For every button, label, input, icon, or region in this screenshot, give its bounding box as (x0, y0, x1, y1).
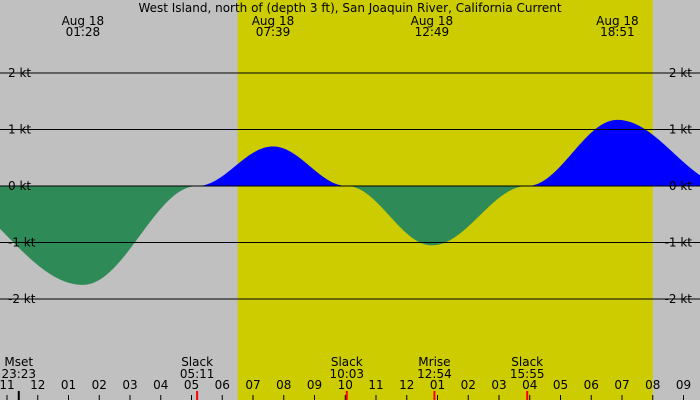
x-tick-label: 04 (522, 378, 537, 392)
x-tick-label: 07 (245, 378, 260, 392)
current-curve (0, 119, 700, 285)
event-name-label: Slack (511, 355, 543, 369)
x-tick-label: 05 (553, 378, 568, 392)
extreme-time-label: 18:51 (600, 25, 635, 39)
y-tick-label: 1 kt (8, 123, 31, 137)
x-tick-label: 01 (61, 378, 76, 392)
flood-area (0, 119, 700, 186)
x-tick-label: 01 (430, 378, 445, 392)
event-time-label: 10:03 (329, 367, 364, 381)
x-axis-ticks: 11 12 01 02 03 04 05 06 07 08 09 10 11 12 01 02 03 04 05 06… (0, 378, 691, 400)
x-tick-label: 12 (30, 378, 45, 392)
x-tick-label: 09 (676, 378, 691, 392)
y-tick-label: 0 kt (8, 179, 31, 193)
extreme-date-label: Aug 18 (411, 14, 454, 28)
event-time-label: 05:11 (180, 367, 215, 381)
x-tick-label: 10 (338, 378, 353, 392)
y-tick-label: -1 kt (665, 236, 693, 250)
x-tick-label: 08 (645, 378, 660, 392)
x-tick-label: 06 (215, 378, 230, 392)
extreme-time-label: 12:49 (415, 25, 450, 39)
extreme-date-label: Aug 18 (252, 14, 295, 28)
x-tick-label: 02 (92, 378, 107, 392)
x-tick-label: 07 (614, 378, 629, 392)
chart-title: West Island, north of (depth 3 ft), San … (138, 1, 561, 15)
x-tick-label: 05 (184, 378, 199, 392)
event-name-label: Mrise (418, 355, 450, 369)
extreme-time-label: 07:39 (256, 25, 291, 39)
extreme-date-label: Aug 18 (62, 14, 105, 28)
y-tick-label: 2 kt (8, 66, 31, 80)
x-tick-label: 11 (368, 378, 383, 392)
x-tick-label: 06 (584, 378, 599, 392)
event-name-label: Mset (4, 355, 33, 369)
event-time-label: 15:55 (510, 367, 545, 381)
x-tick-label: 03 (122, 378, 137, 392)
x-tick-label: 04 (153, 378, 168, 392)
event-name-label: Slack (331, 355, 363, 369)
x-tick-label: 02 (461, 378, 476, 392)
y-tick-label: 2 kt (669, 66, 692, 80)
x-tick-label: 12 (399, 378, 414, 392)
y-tick-label: 0 kt (669, 179, 692, 193)
y-tick-label: -2 kt (665, 292, 693, 306)
x-tick-label: 09 (307, 378, 322, 392)
y-axis-labels: 2 kt 2 kt 1 kt 1 kt 0 kt 0 kt -1 kt -1 kt -2 kt -… (8, 66, 692, 306)
x-tick-label: 03 (491, 378, 506, 392)
event-labels: Mset23:23Slack05:11Slack10:03Mrise12:54S… (1, 355, 544, 400)
y-tick-label: -2 kt (8, 292, 36, 306)
event-time-label: 23:23 (1, 367, 36, 381)
grid-lines (0, 72, 700, 300)
y-tick-label: 1 kt (669, 123, 692, 137)
extreme-time-label: 01:28 (66, 25, 101, 39)
y-tick-label: -1 kt (8, 236, 36, 250)
event-name-label: Slack (181, 355, 213, 369)
x-tick-label: 11 (0, 378, 15, 392)
extreme-date-label: Aug 18 (596, 14, 639, 28)
ebb-area (0, 186, 700, 285)
x-tick-label: 08 (276, 378, 291, 392)
event-time-label: 12:54 (417, 367, 452, 381)
